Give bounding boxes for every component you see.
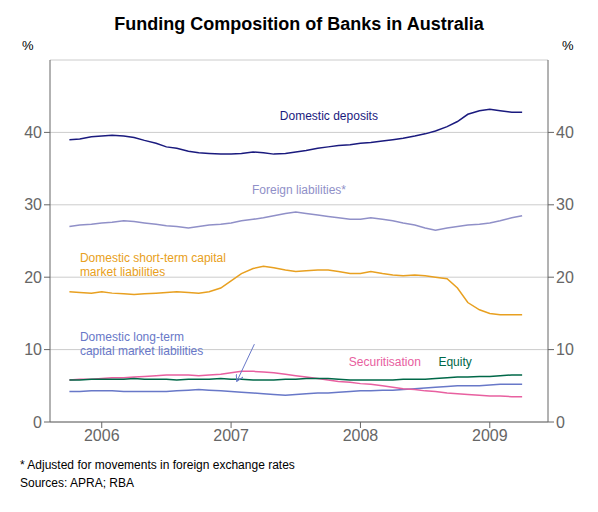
svg-text:2008: 2008 (343, 427, 379, 444)
html-text:Sources: APRA; RBA: Sources: APRA; RBA (20, 476, 134, 490)
svg-text:30: 30 (556, 196, 574, 213)
html-text:Equity: Equity (438, 355, 472, 370)
html-text:Domestic long-term: Domestic long-term (79, 330, 184, 345)
svg-text:10: 10 (556, 341, 574, 358)
html-text:* Adjusted for movements in fo: * Adjusted for movements in foreign exch… (20, 458, 295, 472)
html-text:market liabilities: market liabilities (79, 264, 166, 279)
html-text:Funding Composition of Banks i: Funding Composition of Banks in Australi… (114, 14, 484, 34)
html-text:Domestic deposits: Domestic deposits (279, 109, 378, 124)
svg-text:2006: 2006 (84, 427, 120, 444)
html-text:capital market liabilities: capital market liabilities (79, 344, 204, 359)
svg-text:40: 40 (556, 124, 574, 141)
svg-text:2009: 2009 (472, 427, 508, 444)
html-text:Domestic short-term capital: Domestic short-term capital (79, 250, 226, 265)
svg-text:0: 0 (556, 414, 565, 431)
svg-text:10: 10 (24, 341, 42, 358)
svg-text:20: 20 (556, 269, 574, 286)
svg-text:2007: 2007 (213, 427, 249, 444)
svg-text:30: 30 (24, 196, 42, 213)
svg-text:20: 20 (24, 269, 42, 286)
html-text:Securitisation: Securitisation (348, 355, 421, 370)
svg-text:40: 40 (24, 124, 42, 141)
html-text:Foreign liabilities*: Foreign liabilities* (252, 183, 346, 198)
svg-text:0: 0 (33, 414, 42, 431)
